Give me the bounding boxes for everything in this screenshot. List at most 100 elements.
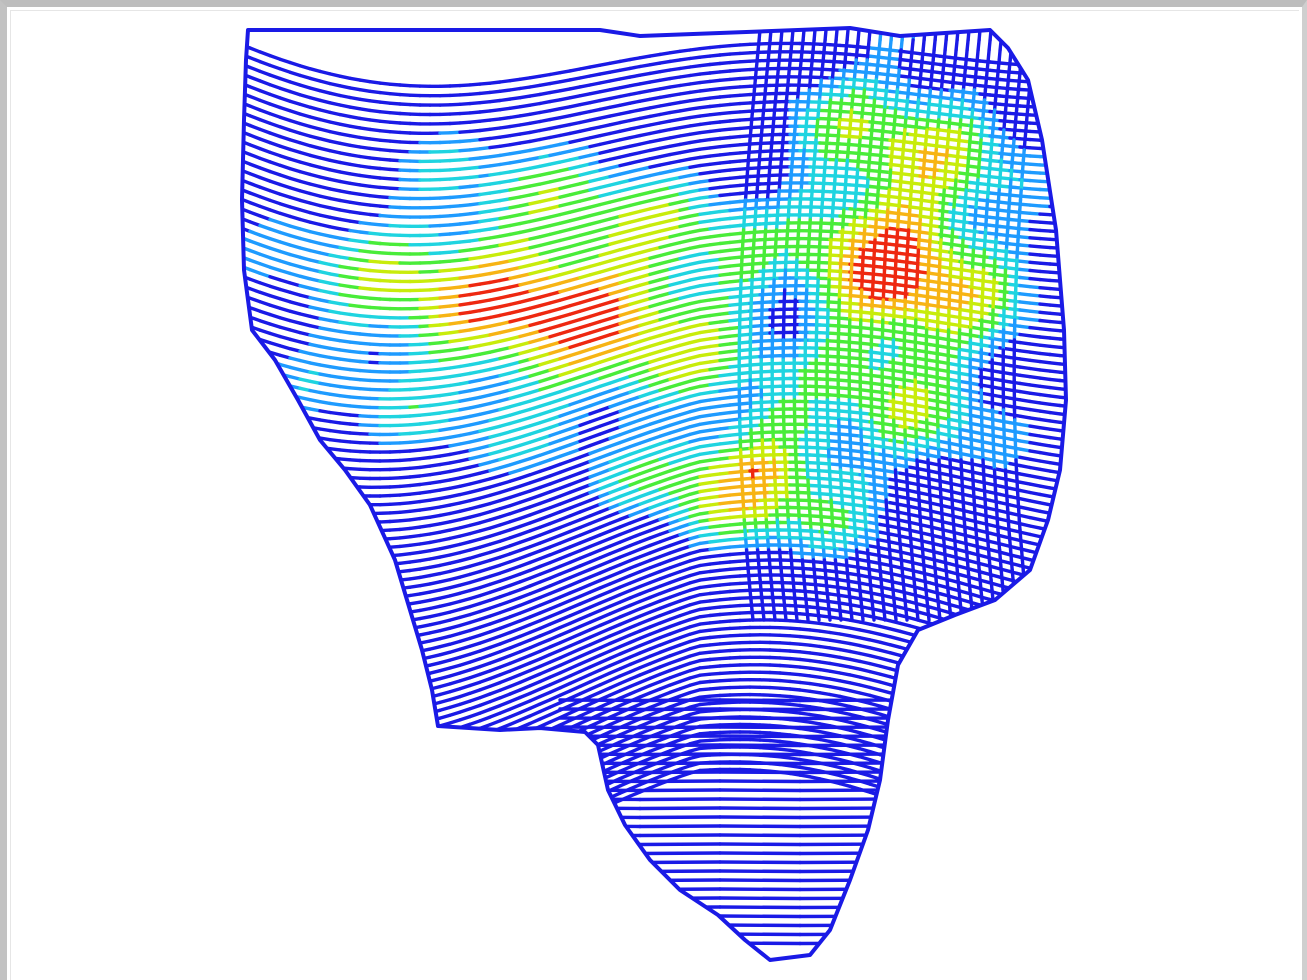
yield-pass-segment [548,273,562,280]
yield-pass-segment [588,270,602,277]
yield-pass-segment [648,310,662,317]
yield-pass-segment [230,310,240,314]
yield-pass-segment [1070,415,1080,416]
yield-pass-segment [1070,407,1080,408]
yield-pass-segment [268,121,282,129]
yield-pass-segment [288,374,302,381]
yield-pass-segment [268,131,282,139]
yield-pass-segment [242,321,252,329]
yield-pass-segment [588,287,602,294]
yield-pass-segment [242,387,252,395]
yield-pass-segment [538,292,552,299]
yield-pass-segment [278,446,292,452]
yield-pass-segment [318,88,332,95]
yield-pass-segment [558,345,572,353]
yield-pass-segment [288,411,302,418]
yield-pass-segment [242,177,252,186]
yield-pass-segment [308,586,322,591]
yield-pass-segment [548,307,562,314]
yield-pass-segment [298,432,312,438]
yield-pass-segment [668,167,682,174]
yield-pass-segment [288,89,302,97]
yield-pass-segment [298,395,312,402]
yield-pass-segment [378,587,392,592]
yield-pass-segment [688,330,702,337]
yield-pass-segment [288,347,302,353]
yield-pass-segment [278,418,292,425]
yield-pass-segment [588,125,602,131]
yield-pass-segment [268,543,282,549]
yield-pass-segment [578,118,592,125]
yield-pass-segment [588,262,602,269]
yield-pass-segment [668,351,682,358]
yield-pass-segment [298,330,312,337]
yield-pass-segment [578,273,592,280]
yield-pass-segment [508,265,522,272]
yield-pass-segment [258,421,272,429]
yield-pass-segment [648,237,662,244]
yield-pass-segment [308,153,322,160]
yield-pass-segment [308,314,322,321]
yield-pass-segment [668,264,682,271]
yield-pass-segment [318,127,332,134]
yield-pass-segment [242,216,252,224]
yield-pass-segment [268,53,282,61]
yield-pass-segment [278,67,292,74]
yield-pass-segment [598,333,612,340]
yield-pass-segment [678,214,692,221]
yield-pass-segment [588,328,602,335]
yield-pass-segment [648,302,662,309]
yield-pass-segment [258,69,272,77]
yield-pass-segment [488,390,502,397]
yield-pass-segment [578,347,592,355]
yield-pass-segment [568,317,582,325]
yield-pass-segment [658,259,672,266]
yield-pass-segment [248,267,262,275]
yield-pass-segment [278,362,292,369]
yield-pass-segment [230,543,240,546]
yield-pass-segment [278,589,292,596]
yield-pass-segment [248,519,262,527]
yield-pass-segment [318,251,332,257]
yield-pass-segment [1058,271,1066,276]
yield-pass-segment [298,217,312,224]
yield-pass-segment [618,318,632,326]
yield-pass-segment [578,247,592,255]
yield-pass-segment [288,365,302,372]
yield-pass-segment [598,308,612,316]
yield-pass-segment [298,496,312,502]
yield-pass-segment [488,348,502,354]
yield-pass-segment [1070,440,1080,441]
yield-pass-segment [308,191,322,198]
yield-pass-segment [258,242,272,250]
yield-pass-segment [498,311,512,318]
yield-pass-segment [1070,390,1080,391]
yield-pass-segment [248,104,262,112]
yield-pass-segment [1028,63,1042,68]
yield-pass-segment [578,380,592,387]
yield-pass-segment [268,507,282,514]
yield-pass-segment [608,120,622,127]
yield-pass-segment [242,562,252,569]
yield-pass-segment [318,481,332,487]
yield-pass-segment [678,309,692,316]
yield-pass-segment [230,88,240,92]
yield-pass-segment [308,551,322,556]
yield-pass-segment [608,163,622,170]
yield-pass-segment [488,365,502,372]
yield-pass-segment [1048,537,1062,543]
yield-pass-segment [1058,513,1066,519]
yield-pass-segment [278,211,292,219]
yield-pass-segment [648,278,662,285]
yield-pass-segment [298,558,312,564]
yield-pass-segment [1070,348,1080,349]
yield-pass-segment [468,404,482,410]
yield-pass-segment [568,267,582,274]
yield-pass-segment [298,188,312,196]
yield-pass-segment [268,378,282,385]
yield-pass-segment [568,225,582,232]
yield-pass-segment [538,309,552,316]
yield-pass-segment [268,140,282,148]
